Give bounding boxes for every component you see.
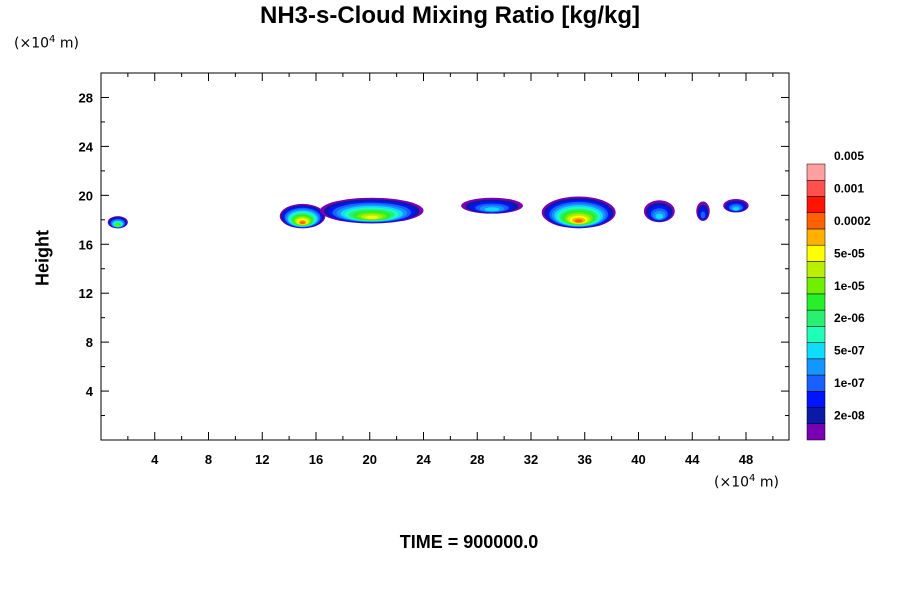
colorbar-label: 2e-08	[834, 409, 865, 423]
x-axis-unit: (×104 m)	[714, 473, 779, 491]
x-tick-label: 8	[205, 452, 212, 467]
colorbar-label: 5e-05	[834, 246, 865, 260]
colorbar-label: 1e-05	[834, 279, 865, 293]
y-tick-label: 12	[79, 286, 93, 301]
colorbar-swatch	[806, 326, 826, 343]
colorbar-swatch	[806, 228, 826, 246]
y-axis-unit: (×104 m)	[14, 34, 79, 52]
cloud-contour	[116, 224, 120, 227]
x-tick-label: 44	[685, 452, 700, 467]
cloud-region	[107, 216, 128, 229]
chart-title: NH3-s-Cloud Mixing Ratio [kg/kg]	[260, 2, 640, 29]
colorbar-swatch	[806, 309, 826, 327]
cloud-region	[461, 197, 523, 214]
colorbar-swatch	[806, 277, 826, 295]
y-tick-label: 16	[79, 237, 93, 252]
x-tick-label: 28	[470, 452, 484, 467]
cloud-region	[320, 197, 424, 224]
x-tick-label: 4	[151, 452, 159, 467]
time-label: TIME = 900000.0	[399, 532, 539, 552]
x-tick-label: 20	[363, 452, 377, 467]
colorbar-swatch	[806, 196, 826, 213]
y-tick-label: 24	[79, 139, 94, 154]
x-tick-label: 32	[524, 452, 538, 467]
colorbar-label: 1e-07	[834, 376, 865, 390]
colorbar-swatch	[806, 261, 826, 278]
cloud-contour	[700, 211, 706, 219]
colorbar-label: 0.001	[834, 181, 864, 195]
colorbar: 2e-08 1e-07 5e-07 2e-06 1e-05 5e-05 0.0002 0.00…	[806, 149, 871, 441]
cloud-contour	[732, 207, 740, 211]
cloud-region	[541, 196, 616, 229]
x-tick-label: 12	[255, 452, 269, 467]
cloud-field	[107, 196, 749, 229]
cloud-contour	[300, 221, 306, 225]
y-tick-label: 4	[86, 384, 94, 399]
x-tick-label: 36	[578, 452, 592, 467]
colorbar-swatch	[806, 391, 826, 408]
x-tick-label: 40	[631, 452, 645, 467]
cloud-contour	[484, 207, 500, 212]
colorbar-swatch	[806, 407, 826, 425]
colorbar-label: 5e-07	[834, 344, 865, 358]
y-tick-label: 20	[79, 188, 93, 203]
colorbar-swatch	[806, 374, 826, 392]
colorbar-swatch	[806, 358, 826, 376]
colorbar-label: 0.005	[834, 149, 864, 163]
cloud-region	[696, 201, 710, 222]
colorbar-swatch	[806, 293, 826, 311]
colorbar-swatch	[806, 423, 826, 441]
colorbar-swatch	[806, 212, 826, 230]
cloud-region	[723, 199, 749, 213]
colorbar-swatch	[806, 163, 826, 181]
colorbar-label: 0.0002	[834, 214, 871, 228]
cloud-contour	[574, 219, 583, 223]
x-tick-label: 24	[416, 452, 431, 467]
plot-frame	[100, 72, 790, 441]
colorbar-swatch	[806, 342, 826, 360]
x-tick-label: 16	[309, 452, 323, 467]
y-tick-label: 28	[79, 90, 93, 105]
cloud-region	[279, 203, 326, 229]
cloud-region	[643, 200, 675, 223]
colorbar-label: 2e-06	[834, 311, 865, 325]
x-tick-label: 48	[739, 452, 753, 467]
y-tick-label: 8	[86, 335, 93, 350]
colorbar-swatch	[806, 244, 826, 262]
colorbar-swatch	[806, 179, 826, 197]
cloud-contour	[365, 215, 379, 219]
cloud-contour	[655, 213, 664, 219]
